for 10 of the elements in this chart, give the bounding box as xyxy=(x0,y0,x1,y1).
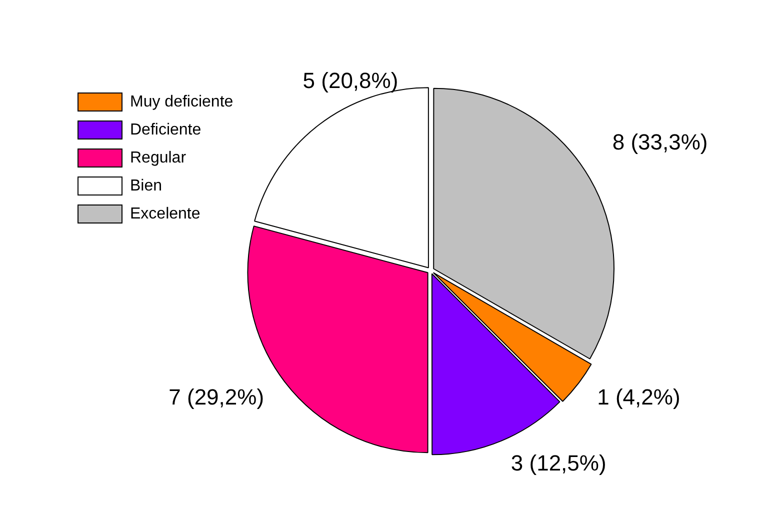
legend-label: Bien xyxy=(130,177,162,194)
data-label: 1 (4,2%) xyxy=(597,384,680,410)
data-label: 7 (29,2%) xyxy=(168,384,264,410)
legend-label: Regular xyxy=(130,149,187,166)
legend-label: Deficiente xyxy=(130,121,202,138)
data-label: 8 (33,3%) xyxy=(612,130,708,155)
legend-label: Excelente xyxy=(130,205,200,222)
legend-label: Muy deficiente xyxy=(130,93,234,110)
data-label: 3 (12,5%) xyxy=(510,450,606,476)
data-label: 5 (20,8%) xyxy=(302,68,398,94)
